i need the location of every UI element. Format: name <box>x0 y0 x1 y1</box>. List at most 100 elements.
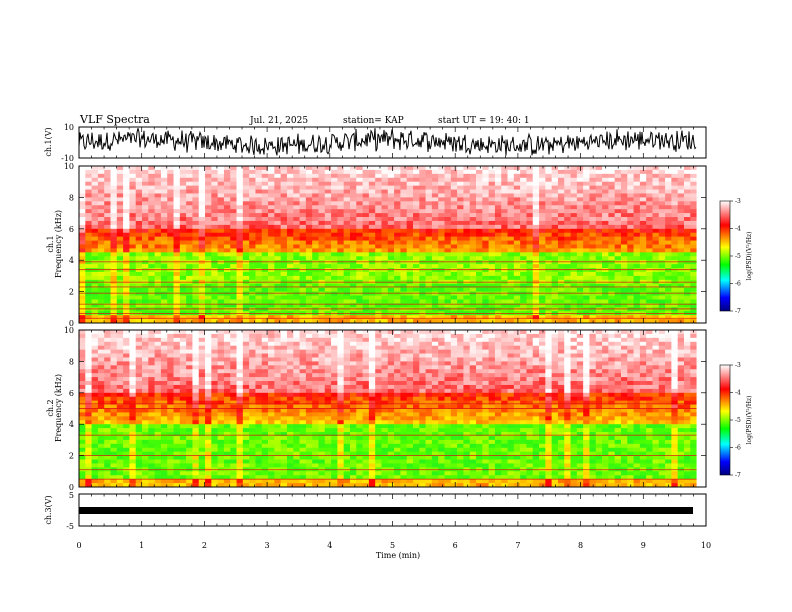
spectrogram-cell <box>205 357 212 362</box>
spectrogram-cell <box>375 205 382 210</box>
spectrogram-cell <box>677 209 685 214</box>
spectrogram-cell <box>406 213 414 218</box>
spectrogram-cell <box>570 169 578 175</box>
spectrogram-cell <box>261 236 269 241</box>
spectrogram-cell <box>274 248 281 253</box>
spectrogram-cell <box>620 205 628 210</box>
spectrogram-cell <box>652 236 660 241</box>
spectrogram-cell <box>394 181 401 186</box>
spectrogram-cell <box>230 264 237 269</box>
spectrogram-cell <box>249 264 256 269</box>
spectrogram-cell <box>513 295 521 300</box>
spectrogram-cell <box>627 205 634 210</box>
spectrogram-cell <box>337 185 344 190</box>
spectrogram-cell <box>198 268 206 273</box>
spectrogram-cell <box>469 283 477 288</box>
spectrogram-cell <box>425 201 433 206</box>
spectrogram-cell <box>362 228 370 234</box>
spectrogram-cell <box>520 315 527 320</box>
spectrogram-cell <box>387 303 395 308</box>
spectrogram-cell <box>532 244 540 249</box>
spectrogram-cell <box>349 228 357 234</box>
spectrogram-cell <box>324 248 332 253</box>
spectrogram-cell <box>148 244 155 249</box>
spectrogram-cell <box>349 166 357 171</box>
spectrogram-cell <box>583 185 590 190</box>
spectrogram-cell <box>507 264 515 269</box>
spectrogram-cell <box>104 319 111 324</box>
spectrogram-cell <box>438 252 445 257</box>
spectrogram-cell <box>223 181 231 186</box>
spectrogram-cell <box>589 287 597 292</box>
spectrogram-cell <box>501 220 508 226</box>
spectrogram-cell <box>646 252 653 257</box>
y-tick-label: 6 <box>69 225 74 234</box>
spectrogram-cell <box>160 381 168 386</box>
spectrogram-cell <box>116 479 124 484</box>
spectrogram-cell <box>501 319 508 324</box>
spectrogram-cell <box>595 217 603 222</box>
spectrogram-cell <box>135 483 143 488</box>
spectrogram-cell <box>312 181 319 186</box>
spectrogram-cell <box>488 197 496 202</box>
spectrogram-cell <box>173 475 181 480</box>
spectrogram-cell <box>110 264 118 269</box>
spectrogram-cell <box>192 169 200 175</box>
spectrogram-cell <box>236 169 244 175</box>
spectrogram-cell <box>85 357 92 362</box>
spectrogram-cell <box>198 303 206 308</box>
spectrogram-cell <box>564 189 571 194</box>
spectrogram-cell <box>110 315 118 320</box>
spectrogram-cell <box>482 201 489 206</box>
spectrogram-cell <box>690 193 697 198</box>
spectrogram-cell <box>91 483 99 488</box>
spectrogram-cell <box>135 381 143 386</box>
spectrogram-cell <box>286 169 294 175</box>
spectrogram-cell <box>469 169 477 175</box>
spectrogram-cell <box>690 248 697 253</box>
spectrogram-cell <box>97 213 105 218</box>
spectrogram-cell <box>494 271 502 277</box>
spectrogram-cell <box>576 248 584 253</box>
spectrogram-cell <box>589 224 597 230</box>
spectrogram-cell <box>148 381 155 386</box>
spectrogram-cell <box>658 295 666 300</box>
spectrogram-cell <box>255 275 263 281</box>
spectrogram-cell <box>639 295 647 300</box>
spectrogram-cell <box>148 424 155 429</box>
spectrogram-cell <box>683 268 691 273</box>
spectrogram-cell <box>173 260 181 265</box>
spectrogram-cell <box>665 228 672 234</box>
spectrogram-cell <box>583 287 590 292</box>
spectrogram-cell <box>148 396 155 401</box>
spectrogram-cell <box>431 244 439 249</box>
spectrogram-cell <box>614 236 622 241</box>
spectrogram-cell <box>677 264 685 269</box>
spectrogram-cell <box>192 248 200 253</box>
spectrogram-cell <box>677 236 685 241</box>
spectrogram-cell <box>507 228 515 234</box>
spectrogram-cell <box>331 268 338 273</box>
spectrogram-cell <box>312 307 319 312</box>
spectrogram-cell <box>444 240 452 245</box>
spectrogram-cell <box>394 303 401 308</box>
spectrogram-cell <box>444 181 452 186</box>
spectrogram-cell <box>299 205 307 210</box>
spectrogram-cell <box>274 197 281 202</box>
spectrogram-cell <box>520 244 527 249</box>
spectrogram-cell <box>167 416 174 421</box>
spectrogram-cell <box>639 252 647 257</box>
spectrogram-cell <box>91 169 99 175</box>
spectrogram-cell <box>186 295 193 300</box>
spectrogram-cell <box>274 287 281 292</box>
spectrogram-cell <box>583 240 590 245</box>
spectrogram-cell <box>488 275 496 281</box>
spectrogram-cell <box>286 236 294 241</box>
spectrogram-cell <box>362 287 370 292</box>
spectrogram-cell <box>400 299 407 304</box>
spectrogram-cell <box>381 217 389 222</box>
spectrogram-cell <box>671 295 678 300</box>
spectrogram-cell <box>123 349 130 354</box>
spectrogram-cell <box>173 236 181 241</box>
spectrogram-cell <box>104 244 111 249</box>
